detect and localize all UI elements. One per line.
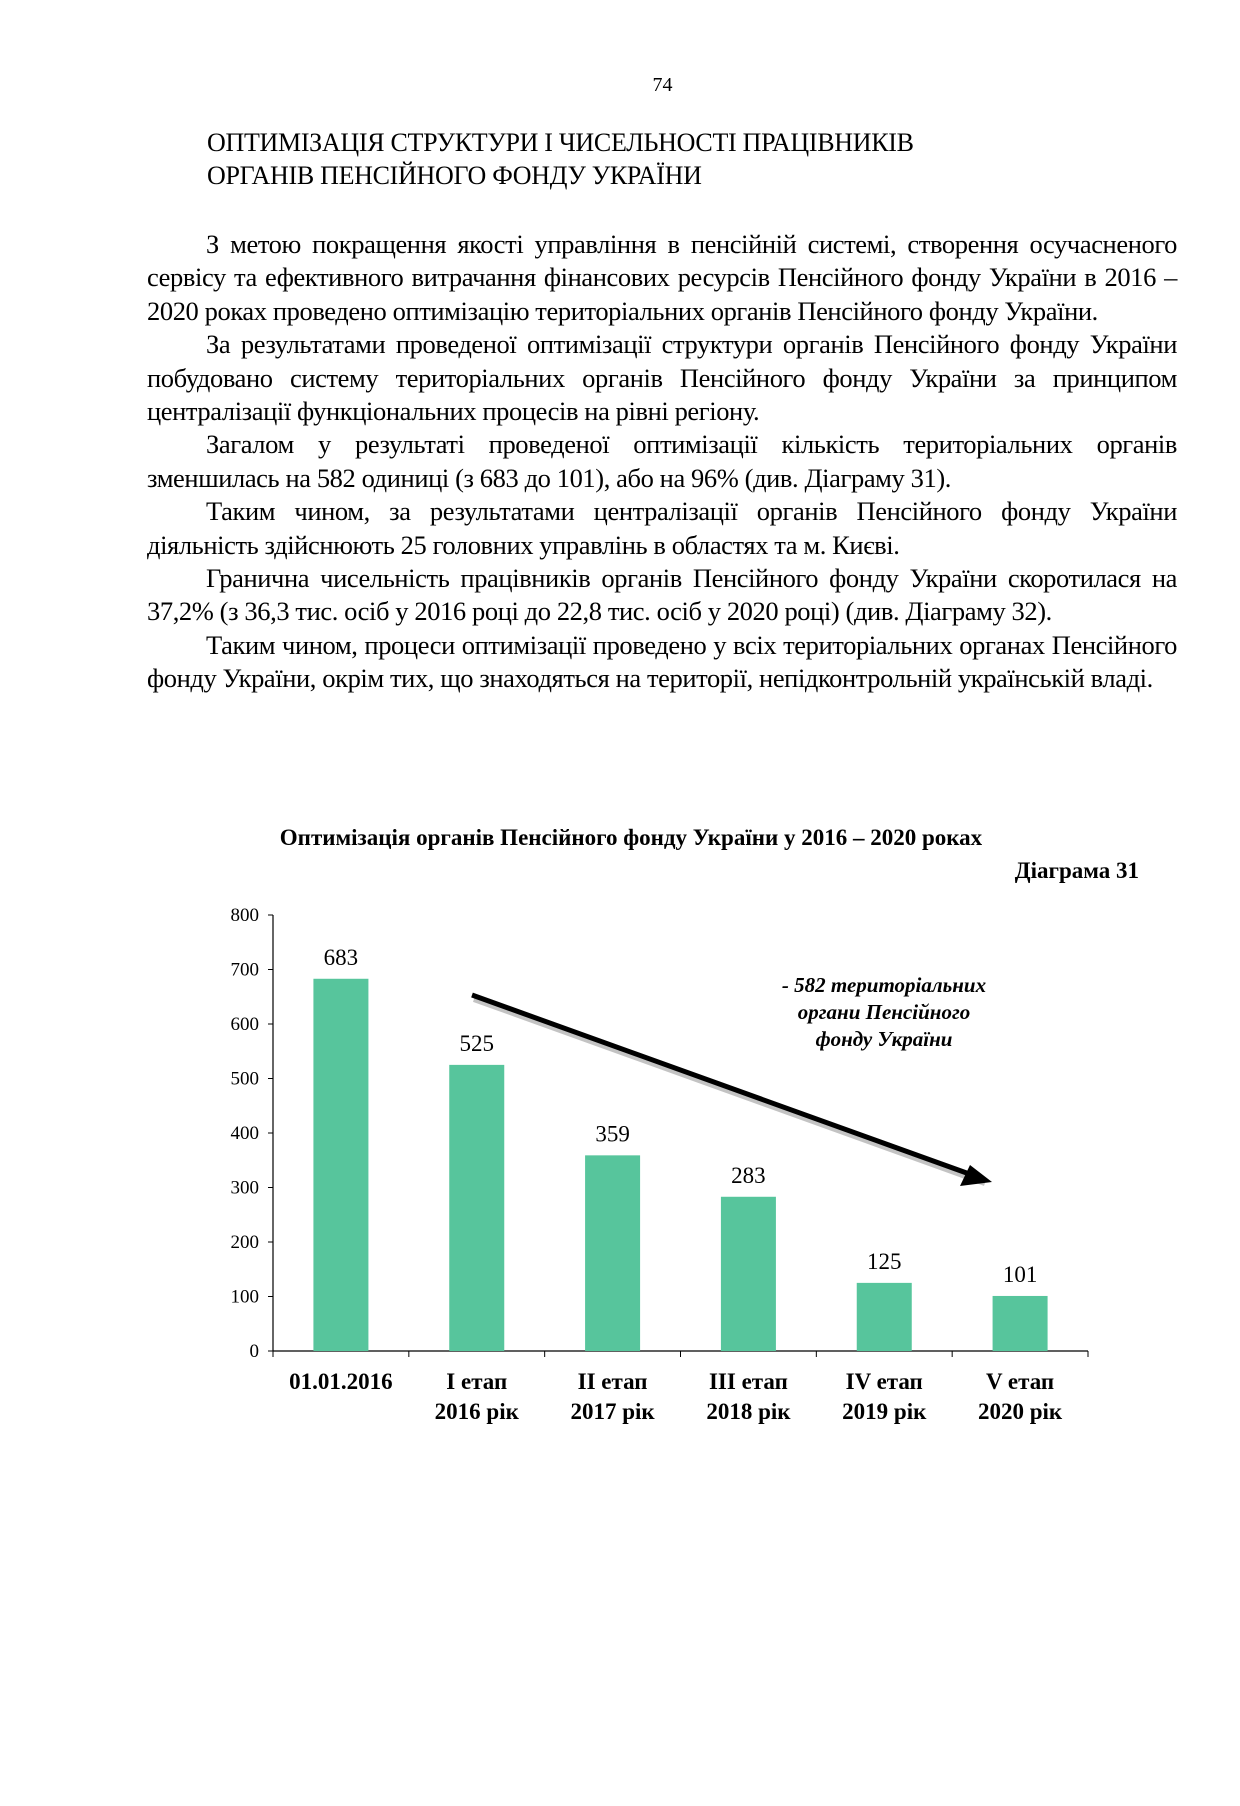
- y-tick-label: 800: [231, 905, 260, 926]
- x-category-label: I етап: [446, 1369, 507, 1394]
- y-tick-label: 600: [231, 1014, 260, 1035]
- x-category-label: 2018 рік: [706, 1399, 791, 1424]
- y-tick-label: 400: [231, 1123, 260, 1144]
- paragraph: Таким чином, процеси оптимізації проведе…: [147, 629, 1177, 694]
- bar: [449, 1064, 505, 1351]
- bar: [585, 1155, 641, 1351]
- x-category-label: III етап: [709, 1369, 788, 1394]
- bar: [313, 978, 369, 1351]
- paragraph: Гранична чисельність працівників органів…: [147, 563, 1177, 627]
- data-label: 525: [460, 1031, 495, 1056]
- x-category-label: V етап: [986, 1369, 1054, 1394]
- body-text: З метою покращення якості управління в п…: [147, 228, 1177, 696]
- paragraph: З метою покращення якості управління в п…: [147, 229, 1177, 326]
- paragraph: За результатами проведеної оптимізації с…: [147, 329, 1177, 427]
- y-tick-label: 0: [250, 1341, 260, 1362]
- y-tick-label: 700: [231, 960, 260, 981]
- x-category-label: 2016 рік: [435, 1399, 520, 1424]
- section-heading-line-2: ОРГАНІВ ПЕНСІЙНОГО ФОНДУ УКРАЇНИ: [207, 161, 702, 190]
- x-category-label: 2017 рік: [570, 1399, 655, 1424]
- data-label: 359: [595, 1121, 630, 1146]
- y-tick-label: 200: [231, 1232, 260, 1253]
- x-category-label: 2019 рік: [842, 1399, 927, 1424]
- data-label: 125: [867, 1249, 902, 1274]
- y-tick-label: 500: [231, 1069, 260, 1090]
- y-tick-label: 300: [231, 1178, 260, 1199]
- bar: [856, 1282, 912, 1351]
- x-category-label: 2020 рік: [978, 1399, 1063, 1424]
- bar: [720, 1196, 776, 1351]
- chart-title: Оптимізація органів Пенсійного фонду Укр…: [279, 825, 983, 850]
- page-number: 74: [652, 74, 673, 96]
- x-category-label: 01.01.2016: [289, 1369, 393, 1394]
- data-label: 683: [324, 945, 359, 970]
- trend-arrowhead-icon: [960, 1165, 992, 1186]
- y-tick-label: 100: [231, 1287, 260, 1308]
- x-category-label: II етап: [578, 1369, 648, 1394]
- x-category-label: IV етап: [846, 1369, 923, 1394]
- paragraph: Таким чином, за результатами централізац…: [147, 496, 1177, 560]
- annotation-text: органи Пенсійного: [798, 1000, 970, 1024]
- trend-arrow-shadow: [472, 996, 987, 1186]
- trend-arrow: [471, 992, 976, 1179]
- section-heading-line-1: ОПТИМІЗАЦІЯ СТРУКТУРИ І ЧИСЕЛЬНОСТІ ПРАЦ…: [207, 128, 914, 157]
- bar: [992, 1295, 1048, 1351]
- data-label: 101: [1003, 1262, 1038, 1287]
- annotation-text: фонду України: [816, 1027, 953, 1051]
- paragraph: Загалом у результаті проведеної оптиміза…: [147, 429, 1177, 493]
- data-label: 283: [731, 1163, 766, 1188]
- annotation-text: - 582 територіальних: [782, 973, 986, 997]
- diagram-label: Діаграма 31: [1014, 858, 1139, 883]
